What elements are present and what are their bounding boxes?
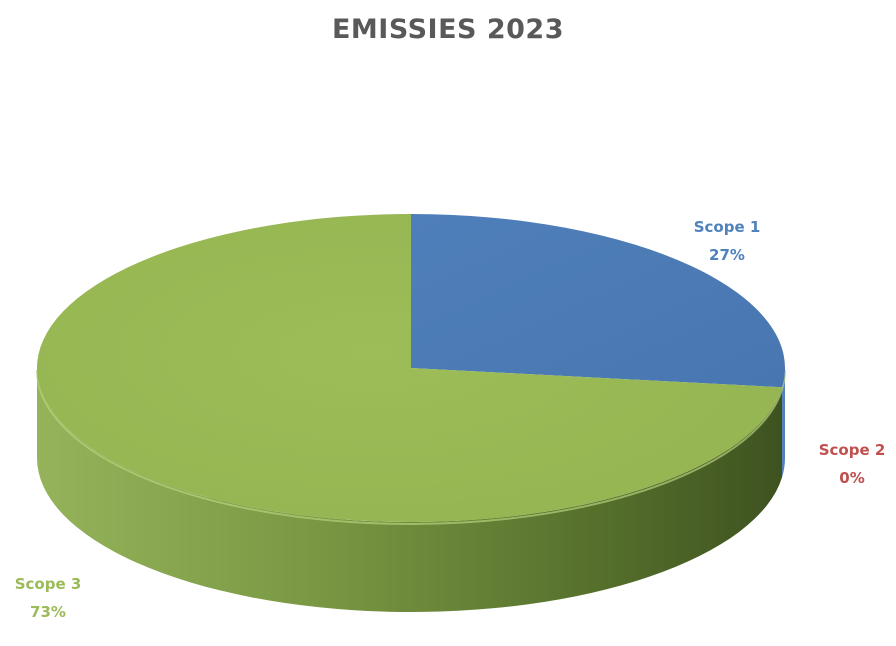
data-label-scope-1-name: Scope 1 — [694, 218, 761, 236]
pie-side-layer — [36, 368, 786, 612]
pie-slice-scope-3 — [37, 214, 783, 522]
data-label-scope-1-value: 27% — [709, 246, 745, 264]
data-label-scope-2-value: 0% — [839, 469, 864, 487]
pie-label-layer: Scope 1 27% Scope 2 0% Scope 3 73% — [15, 218, 886, 621]
pie-top-layer — [37, 214, 785, 522]
chart-title: EMISSIES 2023 — [331, 14, 565, 45]
data-label-scope-2-name: Scope 2 — [819, 441, 886, 459]
data-label-scope-3-value: 73% — [30, 603, 66, 621]
pie-side-scope-1 — [782, 368, 785, 478]
data-label-scope-3-name: Scope 3 — [15, 575, 82, 593]
pie-slice-scope-1 — [411, 214, 785, 388]
pie-side-scope-3 — [37, 368, 783, 612]
pie-rim-highlight — [36, 369, 786, 525]
